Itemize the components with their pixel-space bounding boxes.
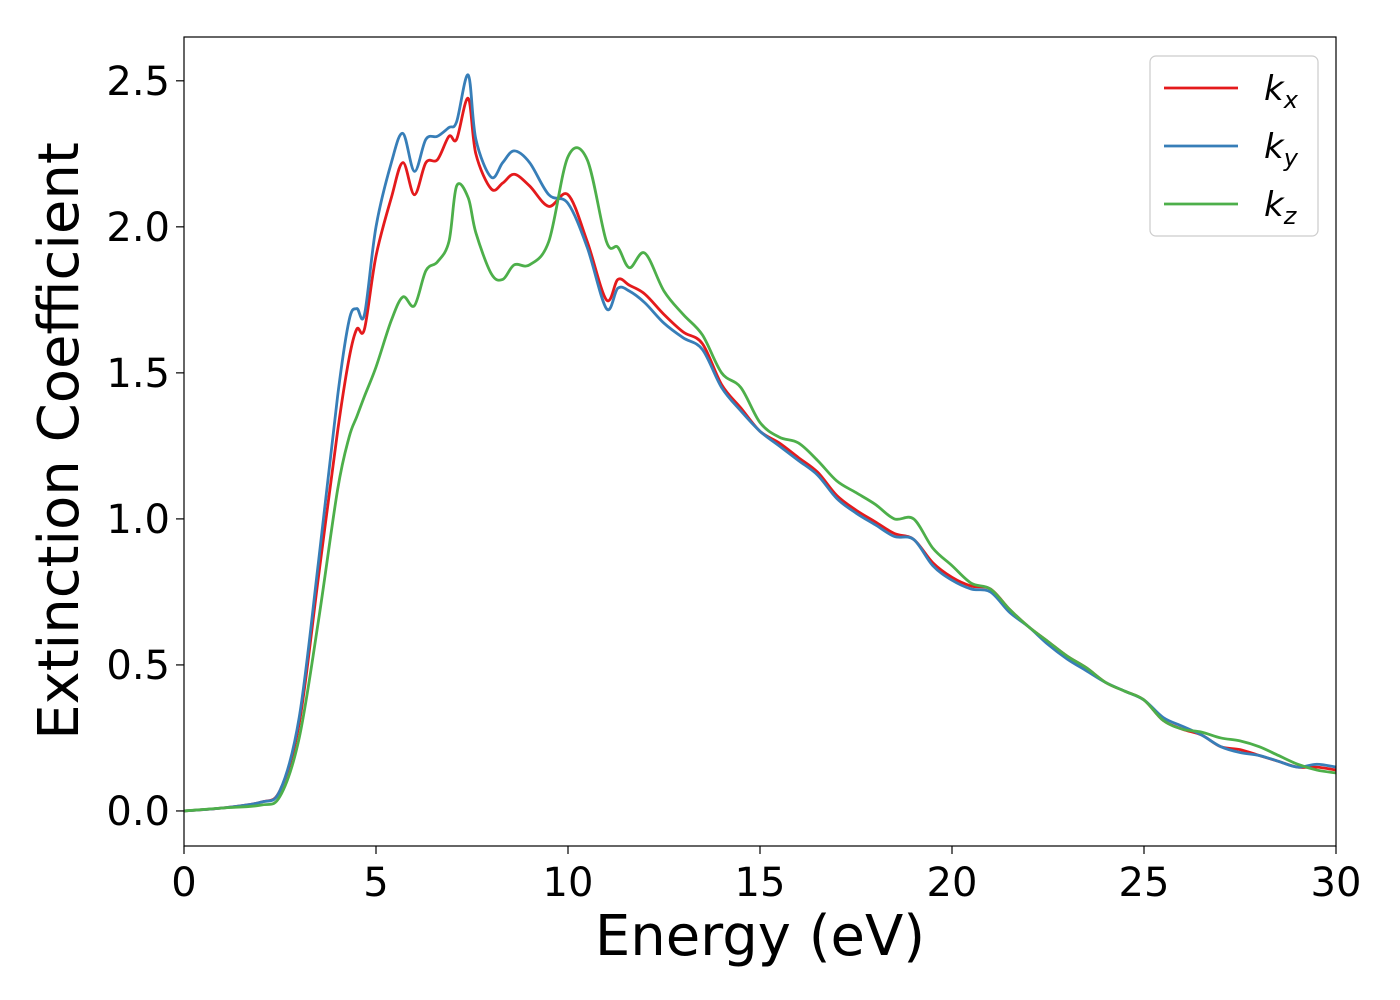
legend-label-x: kx — [1264, 69, 1299, 114]
series-line-k-z — [184, 146, 1336, 813]
x-tick-label: 25 — [1119, 860, 1170, 906]
x-tick-label: 0 — [171, 860, 196, 906]
x-tick-label: 30 — [1311, 860, 1362, 906]
plot-area — [184, 37, 1336, 846]
x-axis: 0 5 10 15 20 25 30 — [171, 846, 1361, 906]
y-axis: 0.0 0.5 1.0 1.5 2.0 2.5 — [106, 59, 184, 835]
x-tick-label: 20 — [927, 860, 978, 906]
y-tick-label: 0.5 — [106, 643, 170, 689]
x-tick-label: 10 — [543, 860, 594, 906]
legend-label-y: ky — [1264, 127, 1299, 172]
y-tick-label: 1.0 — [106, 497, 170, 543]
x-tick-label: 15 — [735, 860, 786, 906]
y-tick-label: 1.5 — [106, 351, 170, 397]
y-tick-label: 0.0 — [106, 789, 170, 835]
series-layer — [184, 73, 1336, 813]
x-tick-label: 5 — [363, 860, 388, 906]
y-tick-label: 2.5 — [106, 59, 170, 105]
legend: kx ky kz — [1149, 55, 1319, 237]
y-axis-title: Extinction Coefficient — [27, 142, 92, 740]
y-tick-label: 2.0 — [106, 205, 170, 251]
x-axis-title: Energy (eV) — [595, 904, 925, 969]
legend-label-z: kz — [1264, 185, 1298, 230]
